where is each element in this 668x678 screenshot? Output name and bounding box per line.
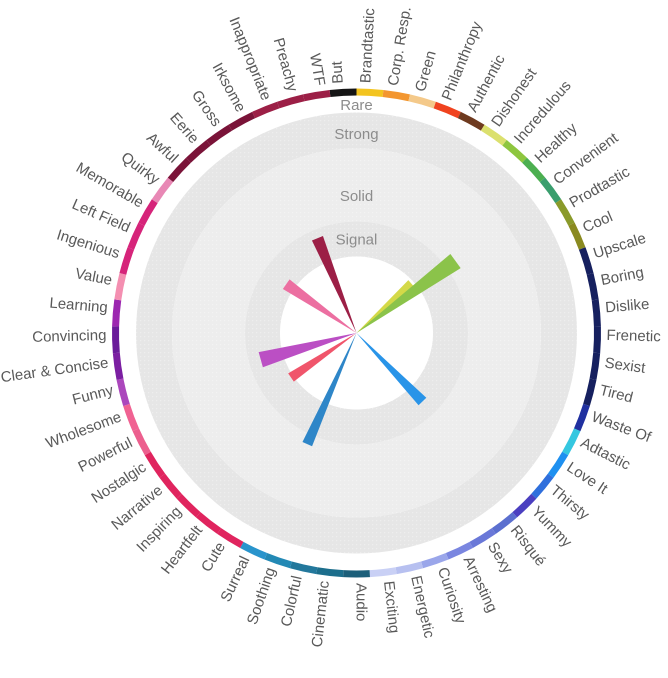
svg-text:Strong: Strong [334,126,378,143]
svg-text:Solid: Solid [340,188,373,205]
svg-text:Audio: Audio [353,583,370,621]
svg-text:Convincing: Convincing [32,327,107,346]
svg-text:But: But [328,60,346,84]
svg-text:Signal: Signal [336,232,378,249]
svg-text:Rare: Rare [340,97,373,114]
svg-text:Frenetic: Frenetic [606,327,661,346]
svg-text:Dislike: Dislike [605,296,650,317]
